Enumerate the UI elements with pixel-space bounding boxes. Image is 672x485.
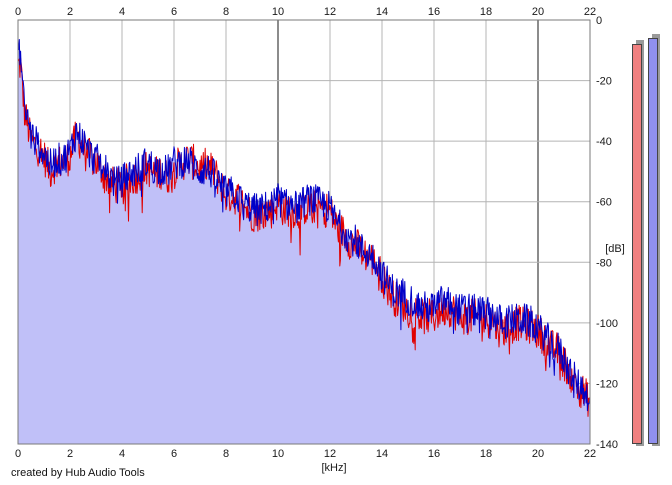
x-tick-label-top: 4 (119, 6, 125, 18)
x-tick-label-bottom: 8 (223, 448, 229, 460)
x-tick-label-bottom: 10 (272, 448, 284, 460)
x-tick-label-bottom: 6 (171, 448, 177, 460)
y-tick-label: 0 (596, 15, 602, 27)
x-tick-label-top: 2 (67, 6, 73, 18)
spectrum-fill-area (18, 39, 590, 444)
footer-credit: created by Hub Audio Tools (11, 467, 145, 479)
x-tick-label-top: 12 (324, 6, 336, 18)
x-tick-label-bottom: 16 (428, 448, 440, 460)
x-axis-title: [kHz] (321, 462, 346, 474)
x-tick-label-top: 8 (223, 6, 229, 18)
y-tick-label: -40 (596, 136, 612, 148)
left-level-meter (632, 44, 642, 444)
y-axis-right: 0 -20 -40 -60 -80 -100 -120 -140 (596, 15, 618, 451)
x-tick-label-bottom: 4 (119, 448, 125, 460)
y-tick-label: -140 (596, 439, 618, 451)
x-axis-bottom: 0 2 4 6 8 10 12 14 16 18 20 22 (15, 448, 596, 460)
x-tick-label-top: 10 (272, 6, 284, 18)
y-tick-label: -80 (596, 257, 612, 269)
y-tick-label: -20 (596, 76, 612, 88)
y-tick-label: -100 (596, 318, 618, 330)
x-tick-label-top: 14 (376, 6, 388, 18)
x-tick-label-bottom: 20 (532, 448, 544, 460)
x-tick-label-top: 6 (171, 6, 177, 18)
x-tick-label-top: 20 (532, 6, 544, 18)
y-tick-label: -60 (596, 197, 612, 209)
x-tick-label-top: 18 (480, 6, 492, 18)
x-tick-label-bottom: 0 (15, 448, 21, 460)
x-tick-label-top: 0 (15, 6, 21, 18)
x-tick-label-bottom: 12 (324, 448, 336, 460)
y-axis-title: [dB] (605, 243, 625, 255)
x-tick-label-bottom: 2 (67, 448, 73, 460)
y-tick-label: -120 (596, 378, 618, 390)
right-level-meter (648, 38, 658, 444)
x-tick-label-top: 16 (428, 6, 440, 18)
plot-frame (17, 19, 591, 445)
x-tick-label-bottom: 14 (376, 448, 388, 460)
series-blue-line (17, 39, 591, 412)
x-tick-label-bottom: 18 (480, 448, 492, 460)
x-axis-top: 0 2 4 6 8 10 12 14 16 18 20 22 (15, 6, 596, 18)
series-layer (17, 39, 591, 417)
x-tick-label-top: 22 (584, 6, 596, 18)
x-tick-label-bottom: 22 (584, 448, 596, 460)
